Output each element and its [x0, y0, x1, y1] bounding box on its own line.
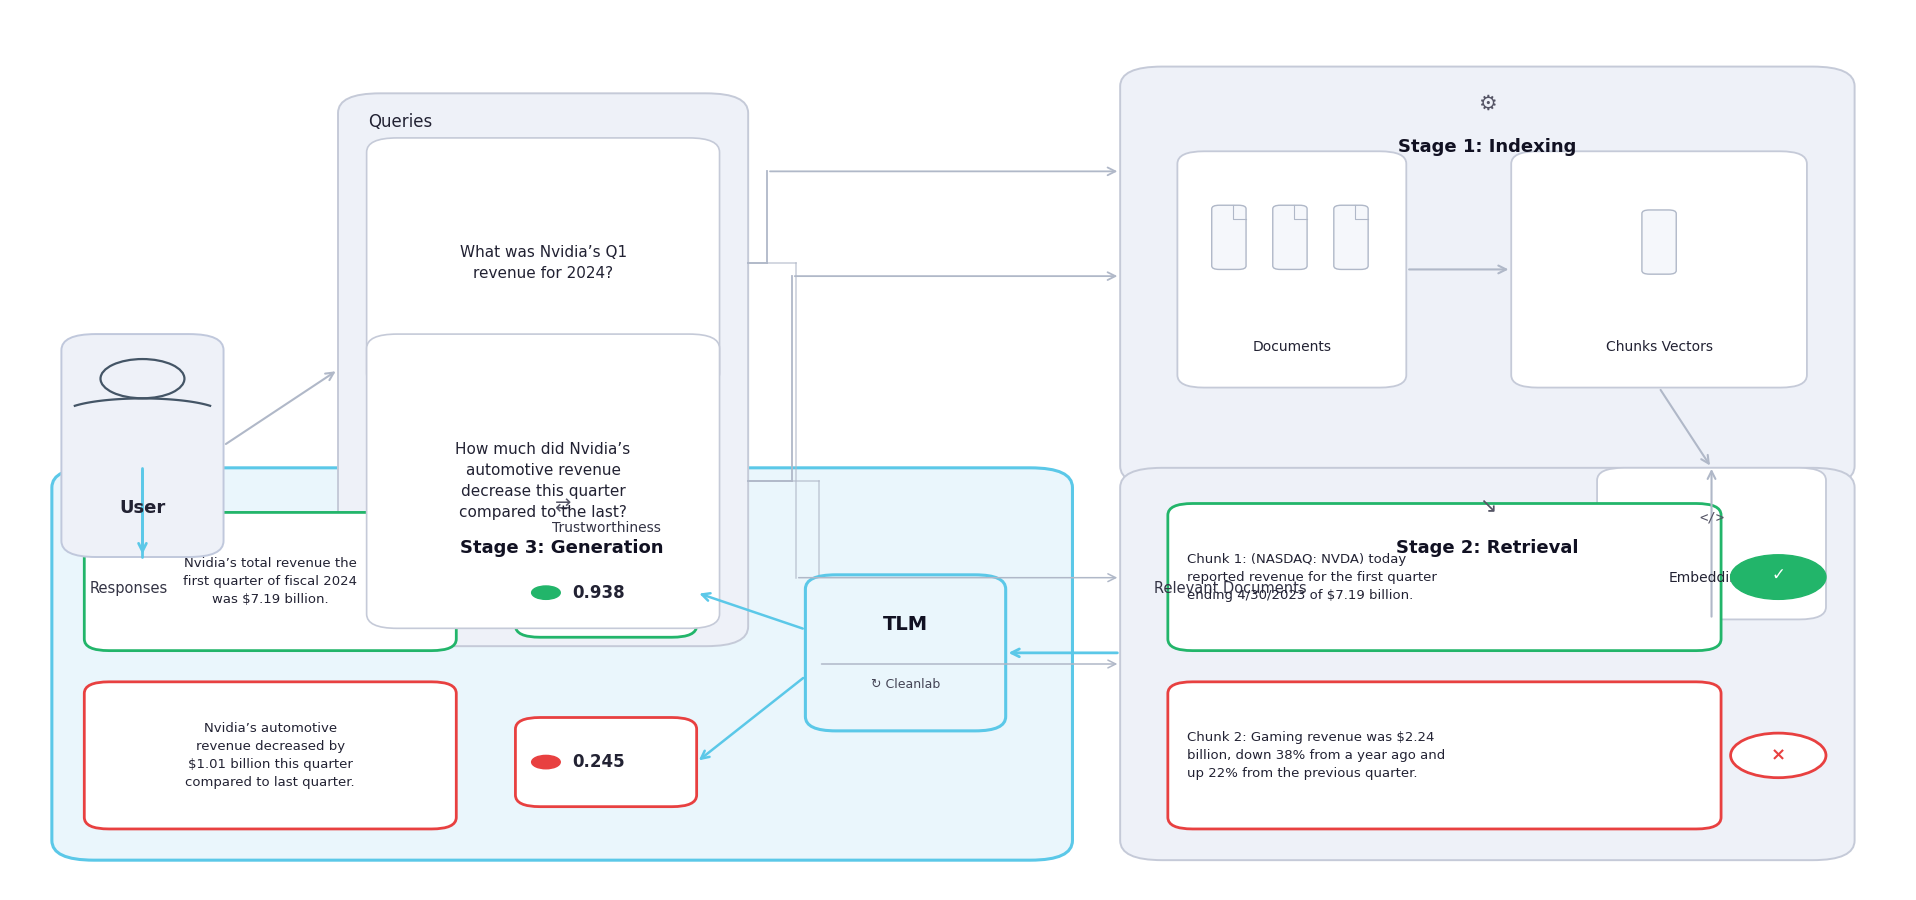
Text: Documents: Documents — [1253, 340, 1332, 355]
Text: Trustworthiness: Trustworthiness — [552, 521, 661, 535]
Text: What was Nvidia’s Q1
revenue for 2024?: What was Nvidia’s Q1 revenue for 2024? — [460, 245, 627, 281]
Circle shape — [531, 755, 559, 769]
Text: Relevant Documents: Relevant Documents — [1155, 580, 1307, 596]
FancyBboxPatch shape — [1272, 205, 1307, 269]
Text: Stage 3: Generation: Stage 3: Generation — [460, 539, 665, 557]
FancyBboxPatch shape — [1211, 205, 1245, 269]
FancyBboxPatch shape — [337, 94, 747, 646]
Circle shape — [1730, 554, 1826, 599]
FancyBboxPatch shape — [1121, 67, 1855, 486]
FancyBboxPatch shape — [1169, 503, 1721, 651]
FancyBboxPatch shape — [84, 512, 456, 651]
FancyBboxPatch shape — [805, 575, 1006, 731]
Text: ⚙: ⚙ — [1477, 94, 1496, 114]
Text: 0.938: 0.938 — [573, 584, 625, 602]
Text: ⇄: ⇄ — [554, 496, 571, 515]
Text: Nvidia’s automotive
revenue decreased by
$1.01 billion this quarter
compared to : Nvidia’s automotive revenue decreased by… — [186, 722, 354, 789]
Text: ✓: ✓ — [1772, 566, 1786, 584]
FancyBboxPatch shape — [1176, 151, 1406, 388]
FancyBboxPatch shape — [84, 682, 456, 829]
Text: Chunk 1: (NASDAQ: NVDA) today
reported revenue for the first quarter
ending 4/30: Chunk 1: (NASDAQ: NVDA) today reported r… — [1186, 553, 1437, 601]
Text: Nvidia’s total revenue the
first quarter of fiscal 2024
was $7.19 billion.: Nvidia’s total revenue the first quarter… — [184, 557, 356, 606]
Text: 0.245: 0.245 — [573, 753, 625, 771]
Text: ×: × — [1770, 746, 1786, 764]
Text: Responses: Responses — [90, 580, 169, 596]
FancyBboxPatch shape — [1642, 210, 1676, 274]
Text: </>: </> — [1699, 511, 1724, 525]
FancyBboxPatch shape — [1169, 682, 1721, 829]
FancyBboxPatch shape — [1121, 468, 1855, 860]
Circle shape — [1730, 734, 1826, 778]
Text: User: User — [119, 499, 165, 517]
FancyBboxPatch shape — [515, 717, 697, 806]
Text: Stage 2: Retrieval: Stage 2: Retrieval — [1397, 539, 1579, 557]
Text: TLM: TLM — [883, 616, 927, 634]
FancyBboxPatch shape — [515, 548, 697, 637]
FancyBboxPatch shape — [1512, 151, 1807, 388]
FancyBboxPatch shape — [1598, 468, 1826, 619]
Text: Chunk 2: Gaming revenue was $2.24
billion, down 38% from a year ago and
up 22% f: Chunk 2: Gaming revenue was $2.24 billio… — [1186, 731, 1445, 780]
Text: Chunks Vectors: Chunks Vectors — [1606, 340, 1713, 355]
FancyBboxPatch shape — [366, 334, 720, 628]
FancyBboxPatch shape — [61, 334, 224, 557]
FancyBboxPatch shape — [1334, 205, 1368, 269]
FancyBboxPatch shape — [52, 468, 1073, 860]
Text: How much did Nvidia’s
automotive revenue
decrease this quarter
compared to the l: How much did Nvidia’s automotive revenue… — [456, 442, 630, 520]
Text: Queries: Queries — [368, 112, 433, 130]
FancyBboxPatch shape — [366, 138, 720, 388]
Circle shape — [531, 586, 559, 599]
Text: Embeddings: Embeddings — [1669, 572, 1755, 586]
Text: Stage 1: Indexing: Stage 1: Indexing — [1399, 138, 1577, 156]
Text: ↘: ↘ — [1479, 495, 1496, 516]
Text: ↻ Cleanlab: ↻ Cleanlab — [872, 678, 941, 690]
